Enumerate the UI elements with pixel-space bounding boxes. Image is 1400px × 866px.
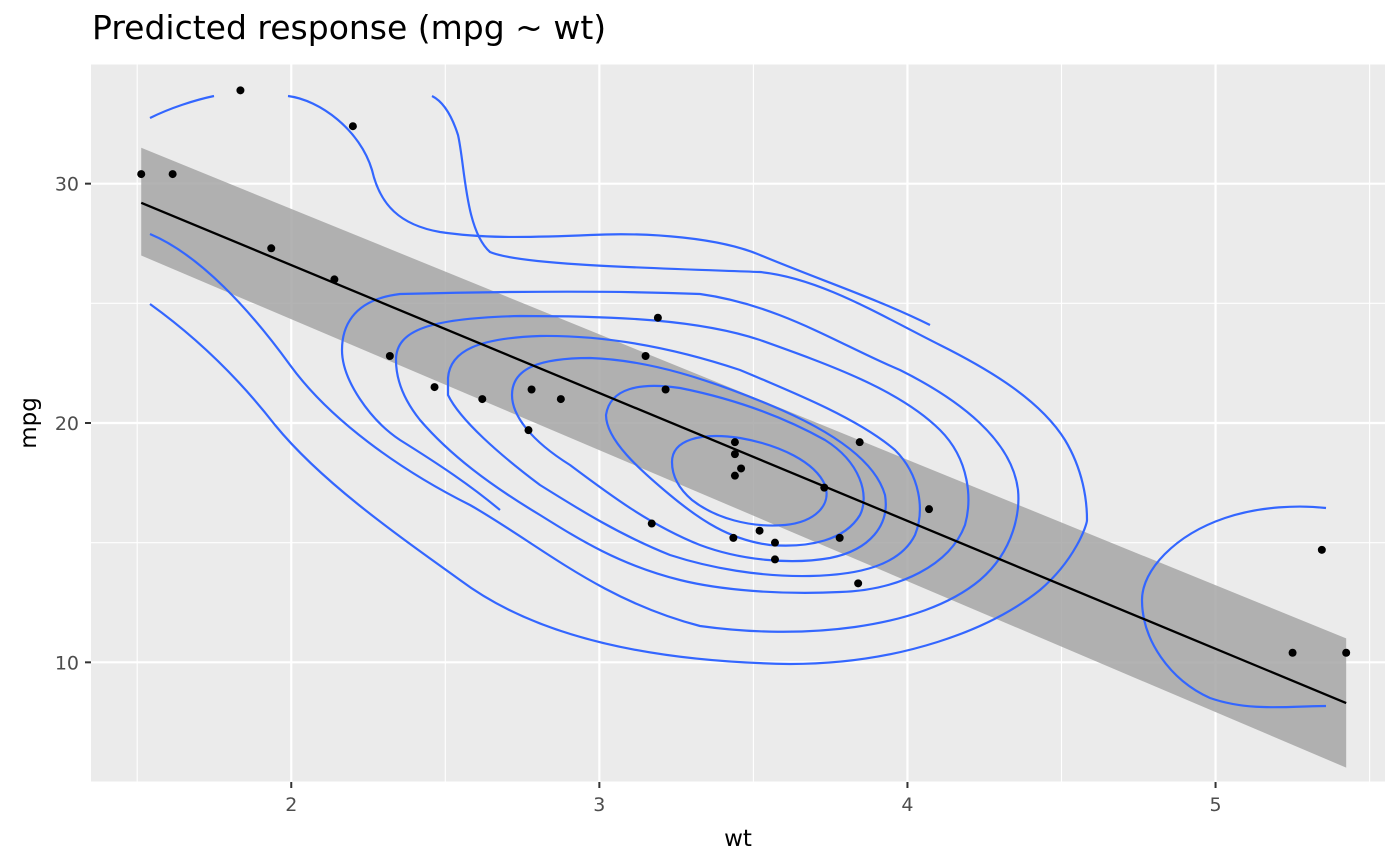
data-point: [820, 483, 829, 492]
data-point: [137, 170, 146, 179]
data-point: [661, 385, 670, 394]
data-point: [755, 526, 764, 535]
data-point: [653, 313, 662, 322]
y-tick-label: 10: [55, 652, 79, 674]
density-contour-5: [510, 356, 887, 563]
density-contour-2: [149, 232, 1020, 633]
data-point: [1342, 648, 1351, 657]
data-point: [737, 464, 746, 473]
data-point: [385, 351, 394, 360]
density-contour-right: [1140, 505, 1327, 709]
confidence-band: [141, 147, 1347, 768]
data-point: [647, 519, 656, 528]
density-contours: [149, 94, 1327, 709]
density-contour-1: [149, 95, 1089, 666]
density-contour-1b: [149, 94, 215, 119]
data-point: [527, 385, 536, 394]
x-tick-label: 3: [593, 794, 605, 816]
density-contour-3: [394, 314, 970, 594]
x-tick-label: 5: [1210, 794, 1222, 816]
data-point: [641, 351, 650, 360]
density-contour-6: [604, 384, 865, 547]
y-axis-title: mpg: [16, 397, 42, 449]
data-point: [770, 555, 779, 564]
data-point: [1317, 545, 1326, 554]
data-point: [524, 426, 533, 435]
data-point: [854, 579, 863, 588]
y-tick-label: 30: [55, 174, 79, 196]
data-point: [430, 383, 439, 392]
data-point: [348, 122, 357, 131]
x-tick-label: 2: [285, 794, 297, 816]
x-axis-title: wt: [724, 826, 752, 852]
density-contour-7: [670, 434, 828, 527]
data-point: [330, 275, 339, 284]
data-point: [729, 533, 738, 542]
chart-title: Predicted response (mpg ~ wt): [92, 8, 607, 47]
data-point: [730, 438, 739, 447]
regression-line: [140, 201, 1347, 705]
data-point: [855, 438, 864, 447]
data-point: [478, 395, 487, 404]
data-point: [835, 533, 844, 542]
data-point: [1288, 648, 1297, 657]
y-axis-ticks: 10 20 30: [55, 174, 91, 674]
data-point: [730, 450, 739, 459]
x-axis-ticks: 2 3 4 5: [285, 782, 1222, 816]
density-contour-1c: [287, 94, 931, 326]
y-tick-label: 20: [55, 413, 79, 435]
data-point: [236, 86, 245, 95]
x-tick-label: 4: [901, 794, 913, 816]
data-points: [137, 86, 1351, 657]
data-point: [770, 538, 779, 547]
density-contour-4: [446, 334, 921, 578]
data-point: [267, 244, 276, 253]
data-point: [556, 395, 565, 404]
data-point: [168, 170, 177, 179]
data-point: [730, 471, 739, 480]
data-point: [925, 505, 934, 514]
